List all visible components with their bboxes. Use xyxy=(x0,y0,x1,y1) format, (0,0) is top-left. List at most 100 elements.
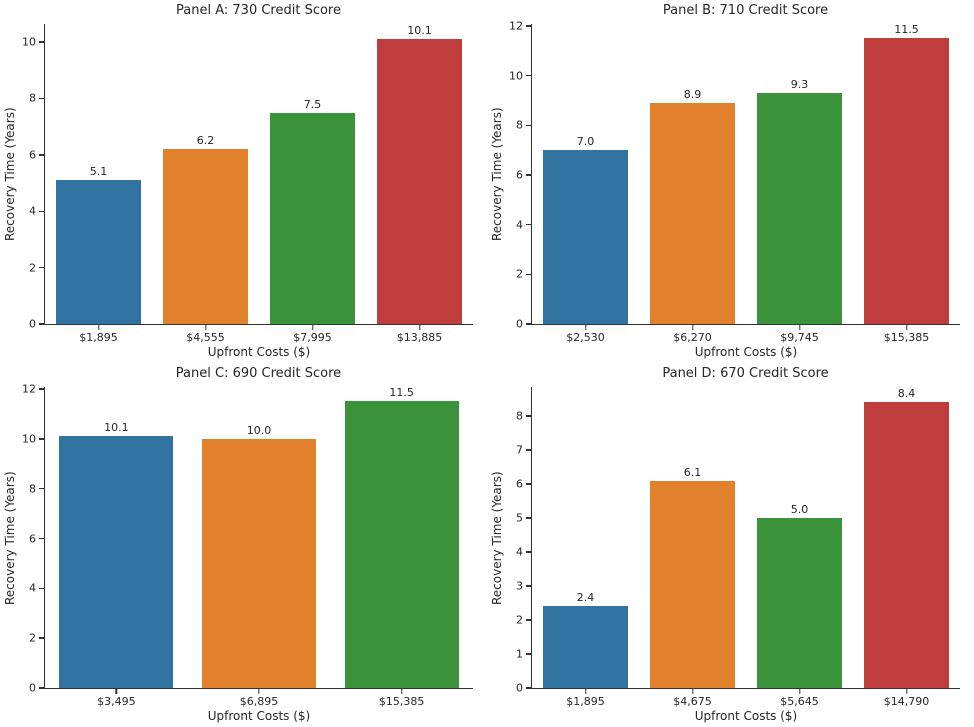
y-tick-label: 2 xyxy=(516,613,523,627)
y-tick-mark xyxy=(39,637,44,639)
bar-value-label: 8.4 xyxy=(897,387,916,401)
y-tick-mark xyxy=(39,487,44,490)
y-tick-label: 2 xyxy=(29,261,36,275)
y-tick-label: 6 xyxy=(29,148,36,162)
bar-value-label: 10.1 xyxy=(407,24,432,38)
y-tick-label: 0 xyxy=(29,681,36,695)
bar-value-label: 7.0 xyxy=(576,135,595,149)
bar-value-label: 10.0 xyxy=(246,423,272,437)
plot-area: 0 2 4 6 8 10 5.1 6.2 7.5 10.1 $1,895 $4,555 $7,995 $1… xyxy=(22,24,473,358)
y-tick-label: 12 xyxy=(22,382,36,396)
bar-value-label: 6.2 xyxy=(196,134,215,148)
y-tick-mark xyxy=(526,25,531,27)
panel-C: Panel C: 690 Credit Score Recovery Time (… xyxy=(0,363,487,727)
bar-value-label: 2.4 xyxy=(576,591,595,605)
y-tick-label: 8 xyxy=(29,91,36,105)
y-tick-label: 2 xyxy=(29,631,36,645)
bar xyxy=(649,102,736,324)
x-tick-label: $3,495 xyxy=(97,695,136,708)
y-tick-mark xyxy=(526,124,531,127)
y-tick-mark xyxy=(526,223,531,226)
y-tick-mark xyxy=(39,587,44,590)
x-ticks-row: $1,895 $4,675 $5,645 $14,790 xyxy=(532,696,960,707)
x-tick-mark xyxy=(584,325,587,330)
bar xyxy=(863,402,950,688)
x-tick-mark xyxy=(905,325,908,330)
chart-title: Panel D: 670 Credit Score xyxy=(662,366,829,381)
bar-value-label: 6.1 xyxy=(683,465,702,479)
bar-slot: 2.4 xyxy=(532,387,639,688)
y-tick-label: 8 xyxy=(516,118,523,132)
panel-A: Panel A: 730 Credit Score Recovery Time (… xyxy=(0,0,487,363)
bar-slot: 5.0 xyxy=(746,387,853,688)
y-tick-mark xyxy=(526,323,531,325)
bar-slot: 11.5 xyxy=(853,24,960,324)
x-tick-label: $5,645 xyxy=(780,695,819,708)
chart-title: Panel A: 730 Credit Score xyxy=(176,3,341,18)
x-tick-label: $4,675 xyxy=(673,695,712,708)
y-tick-mark xyxy=(526,273,531,276)
y-tick-label: 1 xyxy=(516,647,523,661)
y-tick-label: 7 xyxy=(516,443,523,457)
x-tick-label: $1,895 xyxy=(79,331,118,344)
x-ticks-row: $1,895 $4,555 $7,995 $13,885 xyxy=(45,332,473,343)
y-tick-label: 6 xyxy=(29,532,36,545)
x-tick-mark xyxy=(691,325,694,330)
panel-D: Panel D: 670 Credit Score Recovery Time (… xyxy=(487,363,974,727)
bar-slot: 7.5 xyxy=(259,24,366,324)
x-tick-label: $9,745 xyxy=(780,331,819,344)
x-tick-label: $2,530 xyxy=(566,331,605,344)
bar xyxy=(59,436,174,688)
x-ticks-row: $2,530 $6,270 $9,745 $15,385 xyxy=(532,332,960,343)
y-tick-mark xyxy=(39,388,44,390)
bar xyxy=(344,401,459,688)
y-tick-label: 2 xyxy=(516,267,523,281)
x-tick-label: $15,385 xyxy=(883,331,930,344)
x-tick-label: $4,555 xyxy=(186,331,225,344)
y-tick-label: 12 xyxy=(509,19,523,33)
bar-value-label: 9.3 xyxy=(790,78,809,92)
y-axis-label: Recovery Time (Years) xyxy=(3,471,17,605)
y-tick-label: 10 xyxy=(22,432,36,446)
y-tick-label: 0 xyxy=(29,317,36,331)
bar xyxy=(162,149,249,324)
y-tick-mark xyxy=(39,97,44,100)
bar-slot: 10.1 xyxy=(366,24,473,324)
bar xyxy=(269,112,356,324)
x-axis-label: Upfront Costs ($) xyxy=(694,345,798,359)
bar xyxy=(201,438,317,688)
y-tick-label: 6 xyxy=(516,477,523,491)
y-tick-label: 3 xyxy=(516,579,523,593)
x-axis-label: Upfront Costs ($) xyxy=(207,709,311,723)
bars-row: 2.4 6.1 5.0 8.4 xyxy=(532,387,960,688)
x-tick-label: $6,270 xyxy=(673,331,712,344)
y-axis-label: Recovery Time (Years) xyxy=(490,107,504,242)
y-tick-mark xyxy=(526,551,531,553)
y-tick-label: 4 xyxy=(29,581,36,595)
y-tick-label: 10 xyxy=(509,69,523,83)
bar-slot: 8.9 xyxy=(639,24,746,324)
y-tick-label: 10 xyxy=(22,35,36,49)
x-tick-mark xyxy=(905,689,908,694)
bars-row: 5.1 6.2 7.5 10.1 xyxy=(45,24,473,324)
bar xyxy=(756,93,843,324)
x-tick-label: $6,895 xyxy=(239,695,279,708)
bar-slot: 8.4 xyxy=(853,387,960,688)
x-tick-mark xyxy=(97,325,100,330)
plot-area: 0 1 2 3 4 5 6 7 8 2.4 6.1 5.0 8.4 $1,895 $4,675 $5,645 $… xyxy=(516,387,960,722)
bar-slot: 10.1 xyxy=(45,387,188,688)
bar-value-label: 10.1 xyxy=(104,421,129,435)
bar-slot: 6.2 xyxy=(152,24,259,324)
y-tick-mark xyxy=(526,449,531,451)
x-axis-label: Upfront Costs ($) xyxy=(207,345,311,359)
x-tick-mark xyxy=(798,325,801,330)
x-tick-mark xyxy=(418,325,421,330)
bar-value-label: 7.5 xyxy=(303,97,322,111)
bar-value-label: 11.5 xyxy=(894,23,919,37)
bar xyxy=(542,606,629,688)
x-axis-label: Upfront Costs ($) xyxy=(694,709,798,723)
y-tick-mark xyxy=(39,323,44,325)
y-tick-label: 0 xyxy=(516,681,523,695)
y-axis-label: Recovery Time (Years) xyxy=(490,471,504,605)
